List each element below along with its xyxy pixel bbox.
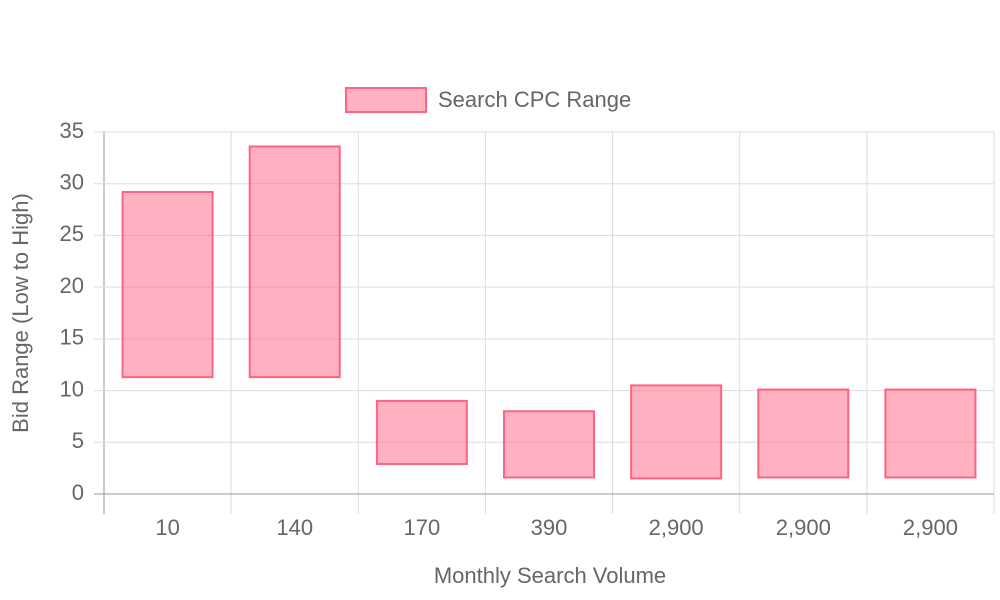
y-tick-label: 10 <box>60 376 84 401</box>
x-tick-label: 390 <box>531 515 568 540</box>
legend-swatch <box>345 87 427 113</box>
x-tick-label: 2,900 <box>903 515 958 540</box>
bar <box>375 399 468 466</box>
y-tick-label: 35 <box>60 118 84 143</box>
bar <box>884 388 977 479</box>
x-axis-title: Monthly Search Volume <box>434 563 666 588</box>
y-axis-title: Bid Range (Low to High) <box>8 193 33 433</box>
y-tick-label: 5 <box>72 428 84 453</box>
bar <box>121 190 214 379</box>
x-tick-label: 2,900 <box>776 515 831 540</box>
y-tick-label: 30 <box>60 170 84 195</box>
y-tick-label: 15 <box>60 325 84 350</box>
x-tick-label: 2,900 <box>649 515 704 540</box>
bar <box>630 384 723 480</box>
x-tick-label: 10 <box>155 515 179 540</box>
legend-label: Search CPC Range <box>438 87 631 112</box>
x-tick-label: 140 <box>276 515 313 540</box>
y-tick-label: 0 <box>72 480 84 505</box>
y-tick-label: 25 <box>60 221 84 246</box>
y-tick-label: 20 <box>60 273 84 298</box>
bar <box>248 145 341 379</box>
bar <box>757 388 850 479</box>
bar <box>503 410 595 479</box>
x-tick-label: 170 <box>403 515 440 540</box>
